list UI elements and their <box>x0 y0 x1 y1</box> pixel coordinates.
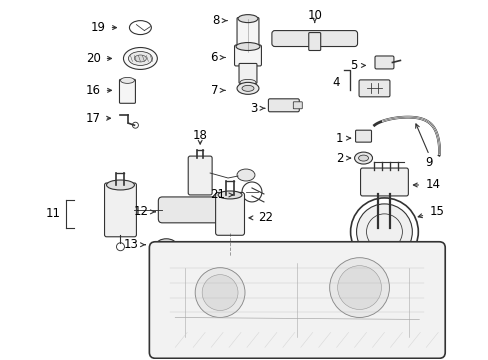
FancyBboxPatch shape <box>308 32 320 50</box>
Ellipse shape <box>120 77 134 84</box>
Circle shape <box>329 258 388 318</box>
Ellipse shape <box>156 239 176 251</box>
Ellipse shape <box>218 191 242 199</box>
FancyBboxPatch shape <box>149 242 444 358</box>
FancyBboxPatch shape <box>162 248 172 255</box>
Text: 19: 19 <box>90 21 105 34</box>
Text: 14: 14 <box>425 179 439 192</box>
Ellipse shape <box>238 49 258 57</box>
FancyBboxPatch shape <box>360 168 407 196</box>
Ellipse shape <box>238 15 258 23</box>
FancyBboxPatch shape <box>104 183 136 237</box>
FancyBboxPatch shape <box>237 18 259 54</box>
FancyBboxPatch shape <box>374 56 393 69</box>
Ellipse shape <box>134 55 146 62</box>
FancyBboxPatch shape <box>239 63 256 84</box>
Text: 22: 22 <box>258 211 272 224</box>
Text: 3: 3 <box>250 102 258 115</box>
Text: 6: 6 <box>210 51 218 64</box>
Circle shape <box>195 268 244 318</box>
Text: 5: 5 <box>349 59 357 72</box>
FancyBboxPatch shape <box>188 156 212 195</box>
Text: 16: 16 <box>85 84 101 97</box>
Text: 21: 21 <box>210 188 224 202</box>
FancyBboxPatch shape <box>358 80 389 97</box>
Ellipse shape <box>106 180 134 190</box>
Text: 2: 2 <box>335 152 343 165</box>
Text: 15: 15 <box>428 205 443 219</box>
FancyBboxPatch shape <box>119 80 135 103</box>
Circle shape <box>202 275 238 310</box>
Text: 17: 17 <box>85 112 101 125</box>
Text: 12: 12 <box>133 205 148 219</box>
Text: 4: 4 <box>331 76 339 89</box>
Circle shape <box>337 266 381 310</box>
Ellipse shape <box>358 155 368 161</box>
Text: 18: 18 <box>192 129 207 142</box>
Ellipse shape <box>237 82 259 94</box>
Text: 1: 1 <box>335 132 343 145</box>
Ellipse shape <box>236 42 260 50</box>
Text: 8: 8 <box>212 14 220 27</box>
FancyBboxPatch shape <box>268 99 299 112</box>
Ellipse shape <box>123 48 157 69</box>
Ellipse shape <box>242 85 253 91</box>
Text: 13: 13 <box>123 238 138 251</box>
Text: 11: 11 <box>45 207 61 220</box>
Text: 10: 10 <box>306 9 322 22</box>
Text: 7: 7 <box>210 84 218 97</box>
Text: 9: 9 <box>425 156 432 168</box>
Ellipse shape <box>354 152 372 164</box>
Circle shape <box>356 204 411 260</box>
FancyBboxPatch shape <box>355 130 371 142</box>
FancyBboxPatch shape <box>271 31 357 46</box>
FancyBboxPatch shape <box>215 193 244 235</box>
Ellipse shape <box>128 51 152 66</box>
Ellipse shape <box>240 80 255 85</box>
Ellipse shape <box>237 169 254 181</box>
FancyBboxPatch shape <box>293 102 302 109</box>
Text: 20: 20 <box>85 52 101 65</box>
FancyBboxPatch shape <box>158 197 222 223</box>
FancyBboxPatch shape <box>234 45 261 66</box>
